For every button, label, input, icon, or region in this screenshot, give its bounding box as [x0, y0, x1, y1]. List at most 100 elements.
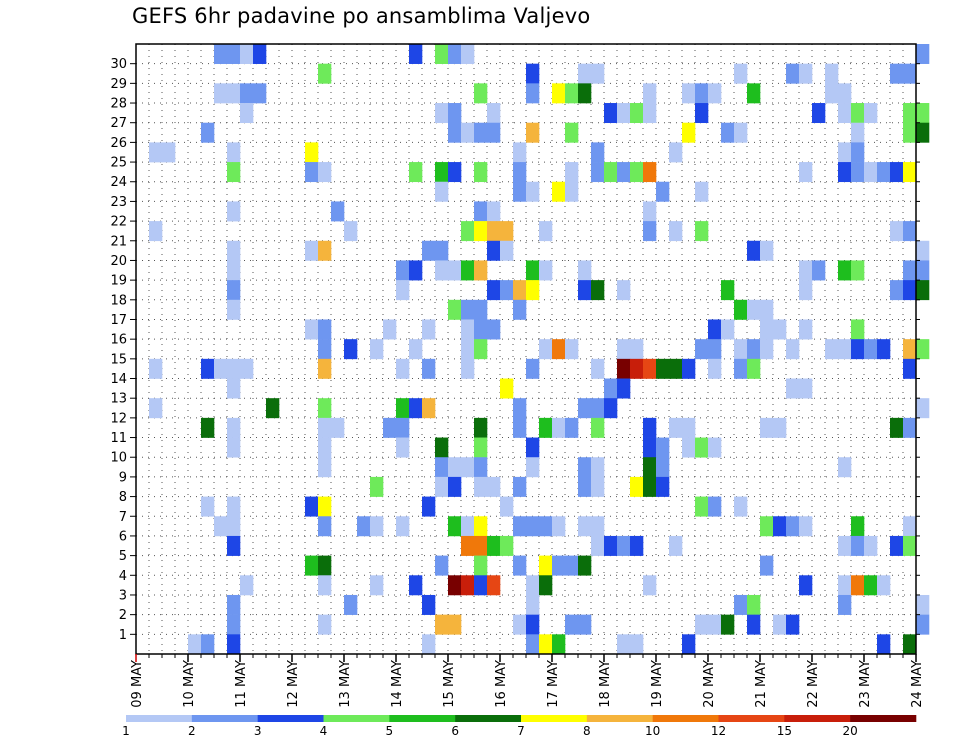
heatmap-cell — [682, 83, 696, 104]
heatmap-cell — [461, 516, 475, 537]
heatmap-cell — [760, 299, 774, 320]
heatmap-cell — [565, 83, 579, 104]
heatmap-cell — [448, 457, 462, 478]
heatmap-cell — [305, 555, 319, 576]
colorbar-segment — [126, 715, 193, 722]
cells-layer — [149, 44, 930, 655]
heatmap-cell — [799, 162, 813, 183]
heatmap-cell — [474, 319, 488, 340]
y-tick-label: 29 — [110, 77, 127, 92]
heatmap-cell — [578, 280, 592, 301]
heatmap-cell — [578, 398, 592, 419]
heatmap-cell — [838, 103, 852, 124]
heatmap-cell — [604, 378, 618, 399]
heatmap-cell — [747, 83, 761, 104]
heatmap-cell — [903, 260, 917, 281]
y-tick-label: 26 — [110, 136, 127, 151]
heatmap-cell — [448, 299, 462, 320]
heatmap-cell — [565, 555, 579, 576]
heatmap-cell — [838, 339, 852, 360]
y-tick-label: 24 — [110, 175, 127, 190]
heatmap-cell — [786, 516, 800, 537]
heatmap-cell — [526, 358, 540, 379]
heatmap-cell — [591, 417, 605, 438]
colorbar-segment — [784, 715, 851, 722]
heatmap-cell — [630, 162, 644, 183]
heatmap-cell — [435, 103, 449, 124]
heatmap-cell — [760, 339, 774, 360]
heatmap-cell — [487, 280, 501, 301]
x-date-label: 24 MAY — [910, 660, 925, 708]
heatmap-cell — [227, 240, 241, 261]
heatmap-cell — [513, 417, 527, 438]
y-tick-label: 28 — [110, 97, 127, 112]
heatmap-cell — [903, 162, 917, 183]
heatmap-cell — [487, 122, 501, 143]
heatmap-cell — [513, 516, 527, 537]
heatmap-cell — [227, 516, 241, 537]
heatmap-cell — [396, 280, 410, 301]
heatmap-cell — [799, 516, 813, 537]
heatmap-cell — [396, 516, 410, 537]
heatmap-cell — [318, 614, 332, 635]
x-date-label: 18 MAY — [598, 660, 613, 708]
heatmap-cell — [240, 103, 254, 124]
heatmap-cell — [513, 398, 527, 419]
heatmap-cell — [539, 516, 553, 537]
heatmap-cell — [604, 398, 618, 419]
heatmap-cell — [474, 555, 488, 576]
heatmap-cell — [877, 575, 891, 596]
heatmap-cell — [188, 634, 202, 655]
heatmap-cell — [344, 339, 358, 360]
heatmap-cell — [500, 496, 514, 517]
heatmap-cell — [526, 457, 540, 478]
x-date-label: 09 MAY — [130, 660, 145, 708]
heatmap-cell — [630, 634, 644, 655]
colorbar-layer: 1 2 3 4 5 6 7 8 10 12 15 20 — [122, 715, 917, 738]
y-tick-label: 1 — [119, 628, 127, 643]
heatmap-cell — [851, 122, 865, 143]
heatmap-cell — [318, 437, 332, 458]
heatmap-cell — [435, 181, 449, 202]
heatmap-cell — [149, 358, 163, 379]
heatmap-cell — [448, 260, 462, 281]
heatmap-cell — [578, 260, 592, 281]
heatmap-cell — [201, 358, 215, 379]
heatmap-cell — [318, 457, 332, 478]
heatmap-cell — [695, 103, 709, 124]
heatmap-cell — [448, 476, 462, 497]
heatmap-cell — [422, 594, 436, 615]
heatmap-cell — [591, 535, 605, 556]
y-tick-label: 21 — [110, 234, 127, 249]
heatmap-cell — [474, 299, 488, 320]
heatmap-cell — [708, 319, 722, 340]
heatmap-cell — [747, 614, 761, 635]
heatmap-cell — [604, 535, 618, 556]
heatmap-cell — [565, 339, 579, 360]
heatmap-cell — [474, 83, 488, 104]
colorbar-label: 4 — [320, 724, 328, 738]
heatmap-cell — [617, 162, 631, 183]
heatmap-cell — [526, 63, 540, 84]
heatmap-cell — [656, 437, 670, 458]
heatmap-cell — [331, 201, 345, 222]
x-date-label: 10 MAY — [182, 660, 197, 708]
heatmap-cell — [851, 260, 865, 281]
heatmap-cell — [461, 457, 475, 478]
heatmap-cell — [617, 378, 631, 399]
x-date-label: 21 MAY — [754, 660, 769, 708]
heatmap-cell — [396, 358, 410, 379]
heatmap-cell — [578, 614, 592, 635]
heatmap-cell — [851, 162, 865, 183]
heatmap-cell — [201, 634, 215, 655]
heatmap-cell — [396, 437, 410, 458]
heatmap-cell — [890, 417, 904, 438]
y-tick-label: 7 — [119, 510, 127, 525]
heatmap-cell — [630, 358, 644, 379]
heatmap-cell — [435, 476, 449, 497]
x-date-label: 19 MAY — [650, 660, 665, 708]
heatmap-cell — [474, 516, 488, 537]
heatmap-cell — [435, 437, 449, 458]
heatmap-cell — [305, 162, 319, 183]
heatmap-cell — [526, 594, 540, 615]
